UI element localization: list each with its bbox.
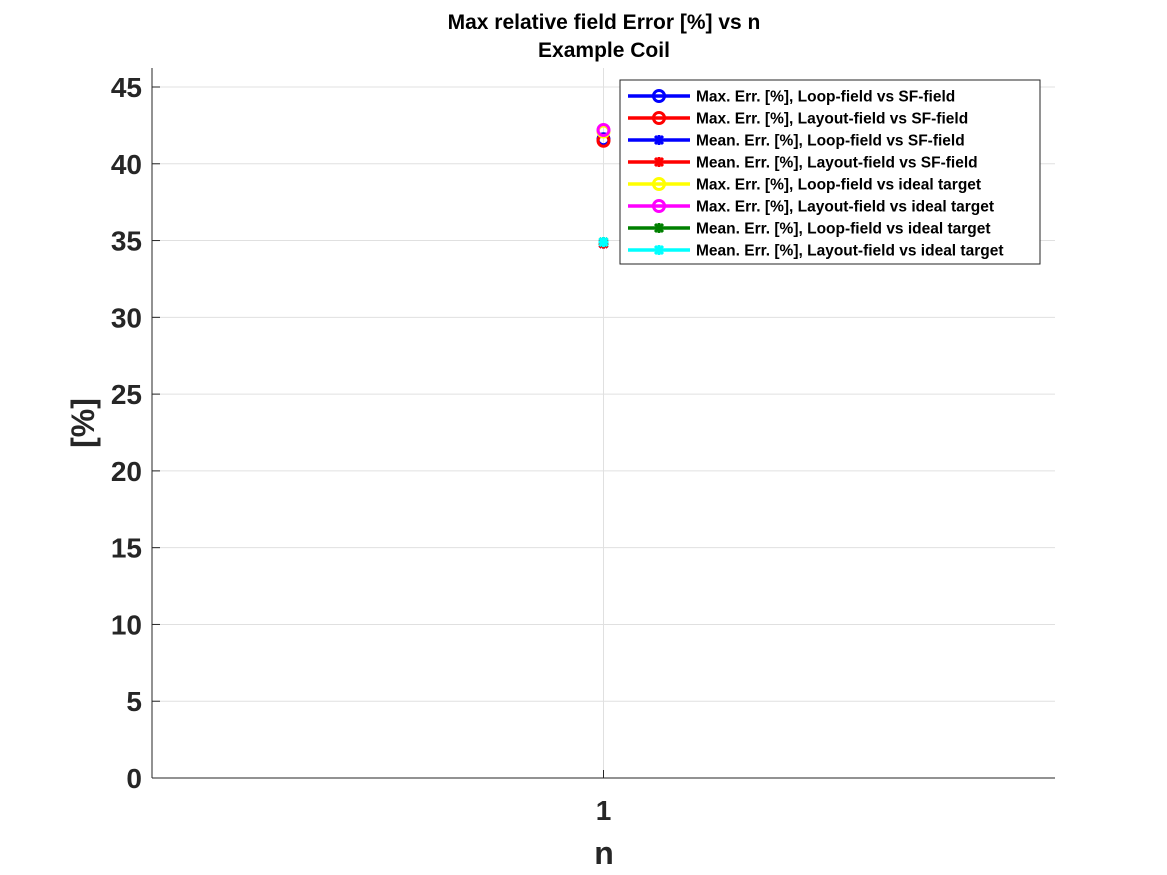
y-tick-label: 40 [111,149,142,180]
grid-layer [152,68,1055,778]
chart-title: Max relative field Error [%] vs n [448,11,761,34]
x-axis-label: n [594,835,614,871]
y-tick-label: 0 [126,763,142,794]
y-tick-label: 15 [111,533,142,564]
chart-subtitle: Example Coil [538,39,670,62]
legend-entry-label: Max. Err. [%], Layout-field vs ideal tar… [696,199,994,216]
y-tick-label: 20 [111,456,142,487]
legend-marker [652,199,666,213]
data-point-series-8 [598,237,609,248]
data-point-series-6 [596,122,611,137]
legend-box [619,79,1041,265]
y-tick-label: 10 [111,609,142,640]
legend-entry-label: Max. Err. [%], Loop-field vs SF-field [696,89,955,106]
legend-marker [653,156,665,168]
y-axis-label: [%] [65,398,101,448]
y-tick-label: 45 [111,72,142,103]
x-tick-label: 1 [596,795,612,826]
y-tick-label: 5 [126,686,142,717]
legend-marker [652,89,666,103]
legend-marker [653,244,665,256]
y-tick-label: 35 [111,226,142,257]
y-tick-label: 25 [111,379,142,410]
y-tick-label: 30 [111,302,142,333]
legend-entries: Max. Err. [%], Loop-field vs SF-field Max… [628,89,1004,260]
legend-entry-label: Mean. Err. [%], Loop-field vs SF-field [696,133,965,150]
legend-entry-label: Mean. Err. [%], Loop-field vs ideal targ… [696,221,991,238]
legend-marker [652,177,666,191]
marks-layer [596,122,611,249]
legend-entry-label: Max. Err. [%], Layout-field vs SF-field [696,111,968,128]
legend: Max. Err. [%], Loop-field vs SF-field Max… [619,79,1041,265]
legend-marker [652,111,666,125]
legend-marker [653,222,665,234]
tick-layer: 0 5 10 15 20 25 30 35 40 45 1 [111,72,611,826]
legend-entry-label: Mean. Err. [%], Layout-field vs ideal ta… [696,243,1004,260]
legend-entry-label: Max. Err. [%], Loop-field vs ideal targe… [696,177,981,194]
legend-entry-label: Mean. Err. [%], Layout-field vs SF-field [696,155,978,172]
legend-marker [653,134,665,146]
